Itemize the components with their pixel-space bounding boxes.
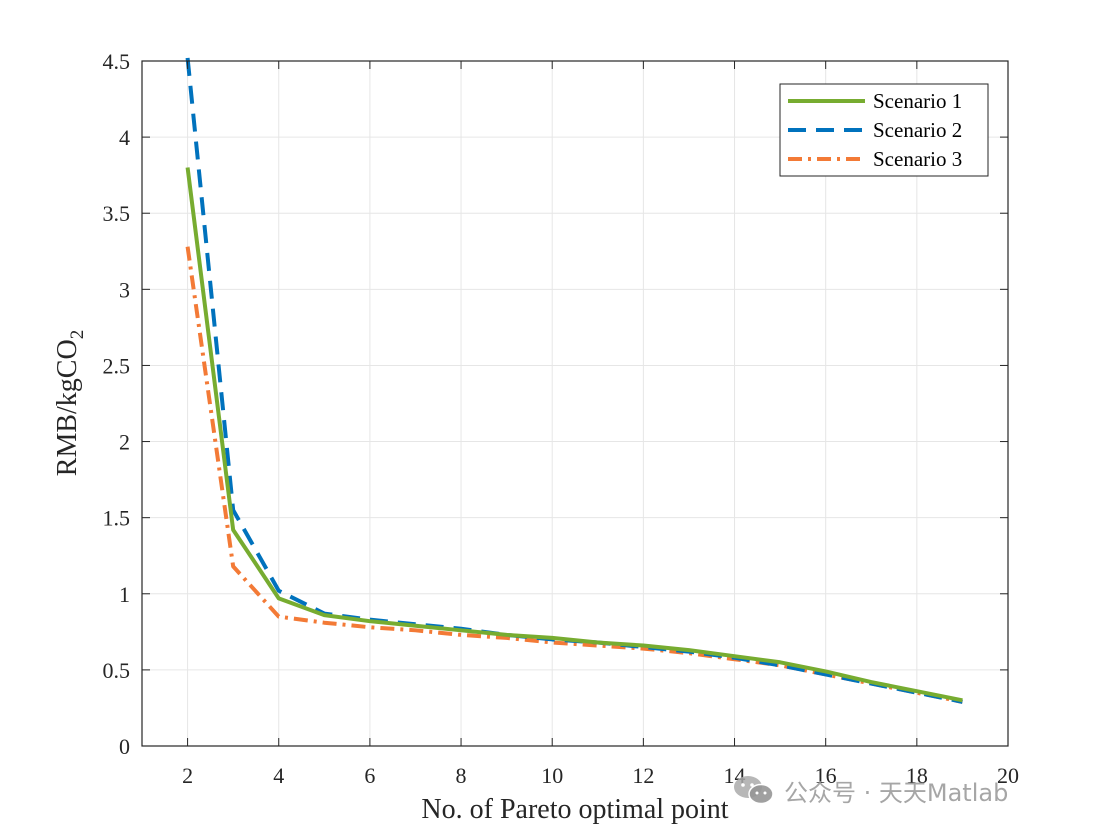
legend: Scenario 1 Scenario 2 Scenario 3 [779, 83, 989, 177]
y-tick-label: 0 [119, 734, 130, 759]
x-tick-label: 16 [815, 763, 837, 788]
x-axis-title: No. of Pareto optimal point [421, 794, 728, 825]
x-tick-label: 12 [632, 763, 654, 788]
x-tick-label: 18 [906, 763, 928, 788]
y-tick-label: 3 [119, 277, 130, 302]
y-tick-label: 1.5 [103, 506, 131, 531]
y-tick-label: 4.5 [103, 49, 131, 74]
legend-label-scenario-3: Scenario 3 [873, 147, 962, 171]
plot-box [141, 60, 1009, 747]
series-line-scenario-3 [185, 246, 963, 704]
y-tick-label: 2.5 [103, 353, 131, 378]
series-group [185, 57, 963, 704]
watermark-text: 公众号 · 天天Matlab [784, 778, 1009, 807]
y-tick-label: 0.5 [103, 658, 131, 683]
watermark: 公众号 · 天天Matlab [732, 770, 1008, 810]
series-line-scenario-1 [185, 167, 963, 703]
legend-label-scenario-1: Scenario 1 [873, 89, 962, 113]
ticks [142, 60, 1009, 747]
x-tick-label: 4 [273, 763, 284, 788]
x-tick-label: 6 [364, 763, 375, 788]
y-tick-label: 1 [119, 582, 130, 607]
y-axis-title: RMB/kgCO2 [52, 330, 88, 476]
y-tick-label: 3.5 [103, 201, 131, 226]
x-tick-label: 2 [182, 763, 193, 788]
wechat-icon [734, 776, 774, 805]
y-axis-title-subscript: 2 [67, 330, 88, 340]
legend-label-scenario-2: Scenario 2 [873, 118, 962, 142]
x-tick-label: 10 [541, 763, 563, 788]
x-tick-label: 8 [456, 763, 467, 788]
y-tick-label: 2 [119, 430, 130, 455]
x-tick-label: 20 [997, 763, 1019, 788]
y-axis-title-main: RMB/kgCO [52, 339, 83, 476]
y-tick-label: 4 [119, 125, 130, 150]
